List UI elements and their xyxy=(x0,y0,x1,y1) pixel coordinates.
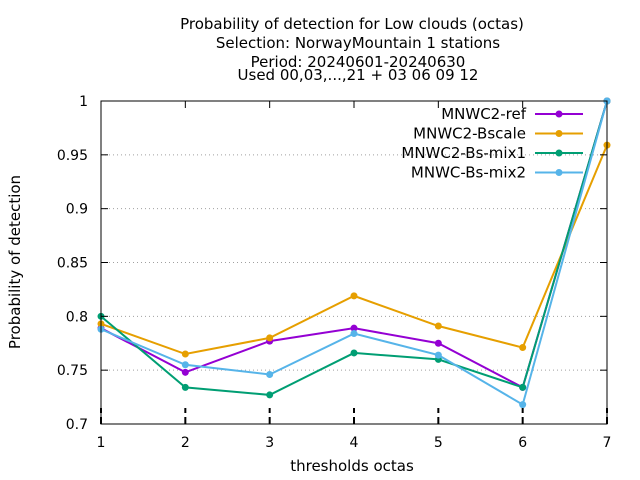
data-point xyxy=(434,339,442,347)
legend-label: MNWC2-ref xyxy=(441,105,526,123)
title-line-2: Selection: NorwayMountain 1 stations xyxy=(216,34,500,52)
legend-marker xyxy=(555,110,563,118)
chart-title: Probability of detection for Low clouds … xyxy=(180,15,524,84)
legend-item: MNWC2-Bs-mix1 xyxy=(401,144,583,162)
legend-marker xyxy=(555,149,563,157)
y-tick-labels: 0.7 0.75 0.8 0.85 0.9 0.95 1 xyxy=(57,94,88,433)
data-point xyxy=(519,401,527,409)
data-point xyxy=(434,322,442,330)
data-point xyxy=(350,324,358,332)
x-tick-label: 7 xyxy=(603,435,612,451)
grid xyxy=(101,154,607,371)
legend-marker xyxy=(555,130,563,137)
y-tick-label: 0.85 xyxy=(57,256,88,272)
data-point xyxy=(181,383,189,391)
data-point xyxy=(181,350,189,358)
data-point xyxy=(519,344,527,352)
series-line xyxy=(100,144,608,356)
x-axis-label: thresholds octas xyxy=(290,457,414,475)
data-point xyxy=(350,330,358,338)
x-tick-label: 6 xyxy=(518,435,527,451)
data-point xyxy=(434,351,442,359)
y-tick-label: 0.8 xyxy=(66,309,88,325)
data-point xyxy=(266,370,274,378)
legend-item: MNWC2-Bscale xyxy=(413,125,583,143)
x-tick-label: 3 xyxy=(265,435,274,451)
data-point xyxy=(181,361,189,369)
title-line-3: Period: 20240601-20240630 xyxy=(251,53,466,71)
y-tick-label: 0.95 xyxy=(57,148,88,164)
data-point xyxy=(350,349,358,357)
legend-label: MNWC2-Bs-mix1 xyxy=(401,144,526,162)
y-axis-label: Probability of detection xyxy=(6,175,24,349)
title-line-1: Probability of detection for Low clouds … xyxy=(180,15,524,33)
y-tick-label: 0.7 xyxy=(66,417,88,433)
series-mnwc2-ref xyxy=(97,97,611,391)
series-mnwc-bs-mix2 xyxy=(97,97,611,409)
x-tick-label: 5 xyxy=(434,435,443,451)
data-point xyxy=(181,368,189,376)
data-point xyxy=(266,334,274,342)
y-tick-label: 1 xyxy=(79,94,88,110)
data-point xyxy=(519,383,527,391)
series-line xyxy=(100,100,608,389)
y-tick-label: 0.75 xyxy=(57,363,88,379)
axis-ticks xyxy=(100,100,608,425)
legend-item: MNWC-Bs-mix2 xyxy=(411,164,583,182)
series-mnwc2-bs-mix1 xyxy=(97,97,611,399)
x-tick-label: 1 xyxy=(97,435,106,451)
y-tick-label: 0.9 xyxy=(66,202,88,218)
legend-marker xyxy=(555,169,563,176)
x-tick-label: 2 xyxy=(181,435,190,451)
legend-item: MNWC2-ref xyxy=(441,105,583,123)
x-tick-labels: 1 2 3 4 5 6 7 xyxy=(97,435,612,451)
legend-label: MNWC2-Bscale xyxy=(413,125,526,143)
x-tick-label: 4 xyxy=(350,435,359,451)
title-line-4: Used 00,03,...,21 + 03 06 09 12 xyxy=(238,66,479,84)
legend-label: MNWC-Bs-mix2 xyxy=(411,164,526,182)
data-point xyxy=(350,292,358,300)
series-layer xyxy=(97,97,611,409)
data-point xyxy=(266,391,274,399)
